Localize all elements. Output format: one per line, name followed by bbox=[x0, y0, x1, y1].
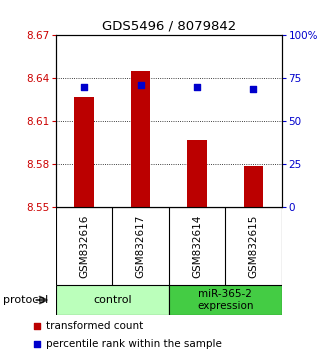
Text: GSM832615: GSM832615 bbox=[248, 214, 259, 278]
Text: GSM832616: GSM832616 bbox=[79, 214, 89, 278]
Bar bbox=[74, 97, 94, 207]
Bar bbox=[131, 71, 150, 207]
Text: transformed count: transformed count bbox=[46, 321, 144, 331]
Title: GDS5496 / 8079842: GDS5496 / 8079842 bbox=[102, 20, 236, 33]
Text: percentile rank within the sample: percentile rank within the sample bbox=[46, 339, 222, 349]
Bar bbox=[169, 285, 282, 315]
Point bbox=[34, 323, 39, 329]
Point bbox=[82, 84, 87, 90]
Point bbox=[34, 341, 39, 347]
Bar bbox=[187, 140, 207, 207]
Bar bbox=[244, 166, 263, 207]
Point bbox=[195, 84, 200, 90]
Point bbox=[138, 82, 143, 88]
Bar bbox=[56, 285, 169, 315]
Text: GSM832614: GSM832614 bbox=[192, 214, 202, 278]
Text: protocol: protocol bbox=[3, 295, 48, 305]
Text: GSM832617: GSM832617 bbox=[136, 214, 146, 278]
Point bbox=[251, 86, 256, 91]
Text: control: control bbox=[93, 295, 132, 305]
Text: miR-365-2
expression: miR-365-2 expression bbox=[197, 289, 253, 311]
